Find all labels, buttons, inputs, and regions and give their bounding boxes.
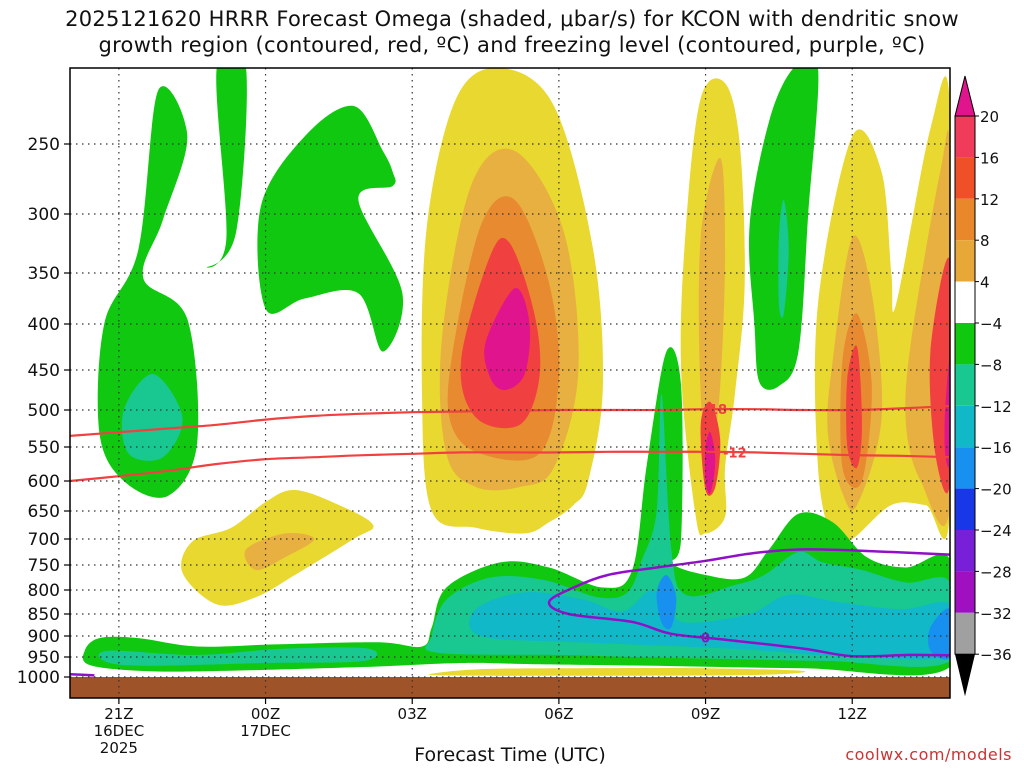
ground-terrain xyxy=(70,677,950,698)
omega-region xyxy=(98,647,378,666)
y-tick-label: 800 xyxy=(28,581,60,601)
omega-region xyxy=(656,574,677,630)
omega-region xyxy=(944,359,950,468)
colorbar: 20 16 12 8 4 −4 −8 −12 −16 −20 −24 −28 −32 −36 xyxy=(954,75,1012,697)
y-tick-label: 250 xyxy=(28,135,60,155)
plot-area: -12-180 xyxy=(70,68,950,698)
gridlines xyxy=(70,68,950,698)
colorbar-band xyxy=(955,405,975,448)
omega-region xyxy=(244,532,315,571)
y-tick-label: 450 xyxy=(28,361,60,381)
y-tick-label: 850 xyxy=(28,605,60,625)
dgz-contour-label: -18 xyxy=(704,403,728,418)
x-tick-label: 00Z xyxy=(251,705,280,723)
y-tick-label: 900 xyxy=(28,627,60,647)
y-tick-label: 600 xyxy=(28,472,60,492)
omega-region xyxy=(121,373,183,461)
x-axis-label: Forecast Time (UTC) xyxy=(414,744,606,766)
colorbar-label: −28 xyxy=(980,563,1012,581)
x-tick-sublabel: 16DEC xyxy=(94,722,145,740)
dgz-contour-label: -12 xyxy=(723,446,747,461)
omega-region xyxy=(846,345,862,469)
colorbar-band xyxy=(955,530,975,572)
omega-region xyxy=(469,589,950,660)
omega-region xyxy=(257,105,404,352)
y-tick-label: 650 xyxy=(28,502,60,522)
colorbar-band xyxy=(955,612,975,655)
omega-region xyxy=(484,288,531,391)
x-tick-label: 06Z xyxy=(544,705,573,723)
colorbar-band xyxy=(955,571,975,613)
x-tick-label: 12Z xyxy=(838,705,867,723)
y-tick-label: 1000 xyxy=(17,668,60,688)
x-tick-label: 21Z xyxy=(104,705,133,723)
colorbar-label: −16 xyxy=(980,439,1012,457)
y-tick-label: 950 xyxy=(28,648,60,668)
x-tick-label: 03Z xyxy=(398,705,427,723)
colorbar-band xyxy=(955,447,975,489)
colorbar-band xyxy=(955,240,975,282)
colorbar-band xyxy=(955,488,975,530)
colorbar-label: −12 xyxy=(980,398,1012,416)
omega-region xyxy=(206,68,247,268)
colorbar-label: −20 xyxy=(980,481,1012,499)
chart-title-line1: 2025121620 HRRR Forecast Omega (shaded, … xyxy=(65,7,959,31)
x-tick-sublabel: 2025 xyxy=(100,739,138,757)
plot-frame xyxy=(69,67,951,699)
omega-region xyxy=(928,608,950,660)
colorbar-label: −32 xyxy=(980,605,1012,623)
chart-title: 2025121620 HRRR Forecast Omega (shaded, … xyxy=(0,6,1024,58)
dgz-contour xyxy=(70,450,950,483)
y-tick-label: 400 xyxy=(28,315,60,335)
y-tick-label: 750 xyxy=(28,556,60,576)
y-tick-label: 550 xyxy=(28,438,60,458)
colorbar-label: −36 xyxy=(980,646,1012,664)
omega-region xyxy=(698,157,726,454)
colorbar-label: 16 xyxy=(980,149,999,167)
colorbar-label: −8 xyxy=(980,356,1002,374)
y-tick-label: 500 xyxy=(28,401,60,421)
colorbar-label: −24 xyxy=(980,522,1012,540)
omega-region xyxy=(778,199,789,318)
chart-title-line2: growth region (contoured, red, ºC) and f… xyxy=(98,33,926,57)
freezing-level-contour xyxy=(547,548,950,658)
source-credit: coolwx.com/models xyxy=(845,745,1012,764)
colorbar-band xyxy=(955,116,975,158)
x-tick-label: 09Z xyxy=(691,705,720,723)
colorbar-label: 4 xyxy=(980,274,990,292)
colorbar-under-triangle xyxy=(955,654,975,697)
colorbar-label: 12 xyxy=(980,191,999,209)
colorbar-band xyxy=(955,364,975,406)
colorbar-band xyxy=(955,198,975,241)
y-tick-label: 300 xyxy=(28,205,60,225)
colorbar-band xyxy=(955,323,975,365)
surface-omega-strip xyxy=(428,667,806,676)
colorbar-band xyxy=(955,281,975,323)
colorbar-label: −4 xyxy=(980,315,1002,333)
y-axis: 2503003504004505005506006507007508008509… xyxy=(17,135,70,688)
colorbar-over-triangle xyxy=(954,75,976,117)
colorbar-label: 20 xyxy=(980,108,999,126)
y-tick-label: 350 xyxy=(28,264,60,284)
x-tick-sublabel: 17DEC xyxy=(240,722,291,740)
colorbar-band xyxy=(955,157,975,199)
y-tick-label: 700 xyxy=(28,530,60,550)
freezing-level-contour xyxy=(70,672,95,677)
colorbar-label: 8 xyxy=(980,232,990,250)
